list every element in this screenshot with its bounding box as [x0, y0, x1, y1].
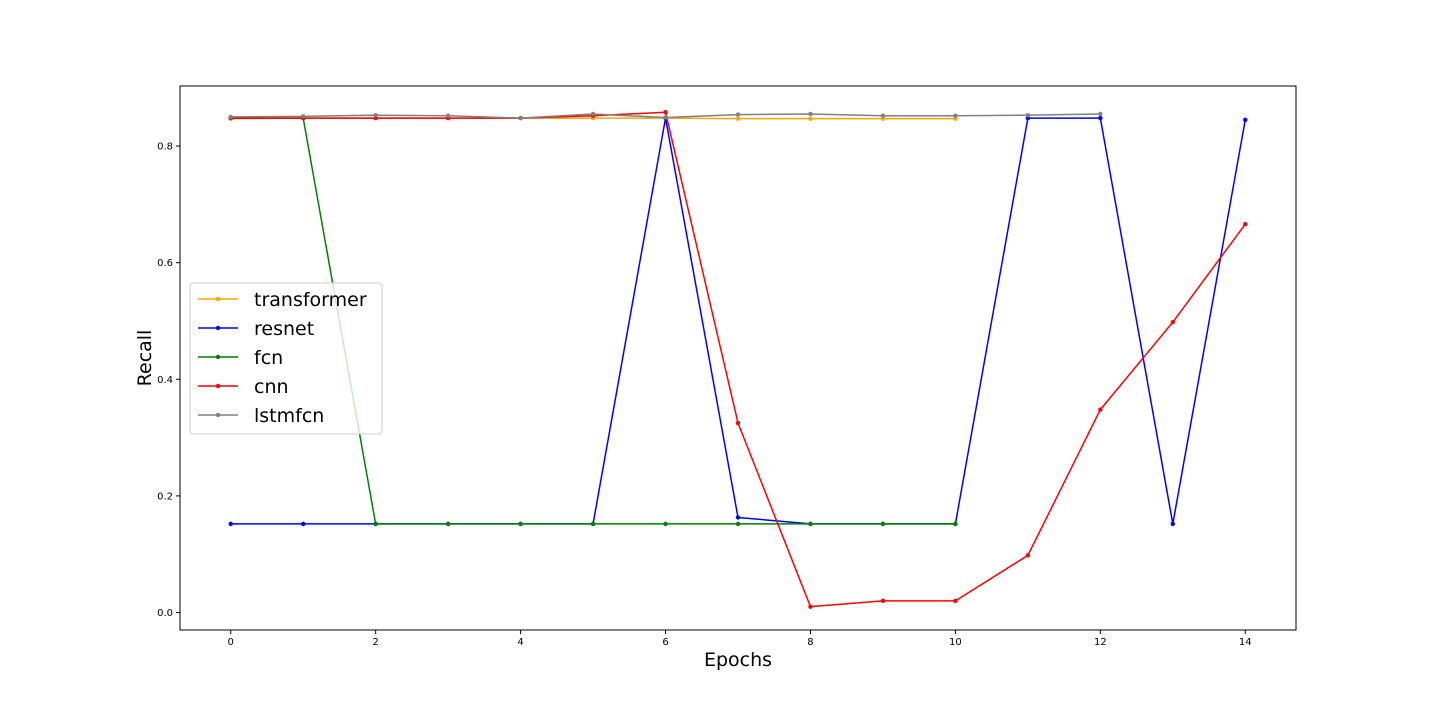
- data-point-lstmfcn: [373, 112, 378, 118]
- data-point-resnet: [228, 521, 233, 527]
- legend-marker: [215, 354, 221, 360]
- data-point-lstmfcn: [300, 114, 306, 119]
- data-point-transformer: [808, 116, 813, 121]
- legend-item-cnn: cnn: [198, 376, 289, 398]
- data-point-fcn: [445, 521, 451, 527]
- legend-label: cnn: [254, 376, 289, 398]
- x-tick-label: 0: [228, 637, 234, 648]
- legend-marker: [215, 325, 221, 331]
- data-point-lstmfcn: [228, 114, 233, 120]
- data-point-cnn: [953, 598, 958, 604]
- data-point-resnet: [735, 515, 741, 520]
- data-point-cnn: [735, 420, 741, 426]
- series-lstmfcn: [228, 111, 1103, 121]
- data-point-fcn: [953, 521, 958, 527]
- data-point-resnet: [1098, 115, 1103, 121]
- x-axis-title: Epochs: [704, 649, 772, 671]
- data-point-resnet: [300, 521, 306, 527]
- legend-label: resnet: [254, 318, 314, 340]
- x-tick-label: 8: [807, 637, 813, 648]
- legend-item-lstmfcn: lstmfcn: [198, 405, 324, 427]
- data-point-lstmfcn: [518, 115, 523, 121]
- x-tick-label: 6: [662, 637, 668, 648]
- data-point-lstmfcn: [1025, 112, 1031, 118]
- data-point-lstmfcn: [880, 113, 886, 118]
- y-tick-label: 0.8: [157, 142, 173, 153]
- data-point-fcn: [518, 521, 523, 527]
- x-axis-ticks: 0 2 4 6 8 10 12 14: [228, 630, 1252, 648]
- data-point-fcn: [735, 521, 741, 527]
- x-tick-label: 12: [1094, 637, 1107, 648]
- legend-item-fcn: fcn: [198, 347, 283, 369]
- data-point-lstmfcn: [735, 112, 741, 117]
- data-point-fcn: [590, 521, 596, 527]
- x-tick-label: 10: [949, 637, 962, 648]
- data-point-transformer: [735, 116, 741, 121]
- data-point-cnn: [880, 598, 886, 604]
- plot-frame: [179, 85, 1297, 631]
- x-tick-label: 14: [1239, 637, 1252, 648]
- data-point-lstmfcn: [953, 113, 958, 118]
- legend-label: transformer: [254, 289, 367, 311]
- data-point-lstmfcn: [663, 115, 668, 120]
- y-axis-ticks: 0.0 0.2 0.4 0.6 0.8: [157, 142, 180, 619]
- legend-marker: [215, 296, 221, 302]
- legend-box: [189, 282, 383, 435]
- data-point-fcn: [808, 521, 813, 527]
- y-tick-label: 0.2: [157, 491, 173, 502]
- y-axis-title: Recall: [134, 330, 156, 387]
- legend-item-resnet: resnet: [198, 318, 314, 340]
- data-point-cnn: [1025, 553, 1031, 558]
- data-point-lstmfcn: [808, 111, 813, 117]
- data-point-lstmfcn: [590, 111, 596, 117]
- data-point-cnn: [808, 604, 813, 609]
- y-tick-label: 0.0: [157, 608, 173, 619]
- data-point-cnn: [1243, 221, 1248, 227]
- y-tick-label: 0.4: [157, 375, 173, 386]
- data-point-lstmfcn: [445, 113, 451, 118]
- legend-marker: [215, 412, 221, 418]
- legend-item-transformer: transformer: [198, 289, 367, 311]
- x-tick-label: 4: [517, 637, 523, 648]
- data-point-fcn: [880, 521, 886, 527]
- data-point-lstmfcn: [1098, 111, 1103, 117]
- data-point-cnn: [663, 110, 668, 115]
- series-layer: [228, 110, 1248, 609]
- data-point-resnet: [1170, 521, 1176, 527]
- y-tick-label: 0.6: [157, 258, 173, 269]
- data-point-cnn: [1098, 407, 1103, 412]
- legend-label: fcn: [254, 347, 283, 369]
- legend-label: lstmfcn: [254, 405, 324, 427]
- data-point-cnn: [1170, 319, 1176, 325]
- data-point-fcn: [373, 521, 378, 527]
- data-point-resnet: [1243, 117, 1248, 123]
- legend-marker: [215, 383, 221, 389]
- x-tick-label: 2: [372, 637, 378, 648]
- legend: transformer resnet fcn cnn lstmfcn: [189, 282, 383, 435]
- data-point-fcn: [663, 521, 668, 527]
